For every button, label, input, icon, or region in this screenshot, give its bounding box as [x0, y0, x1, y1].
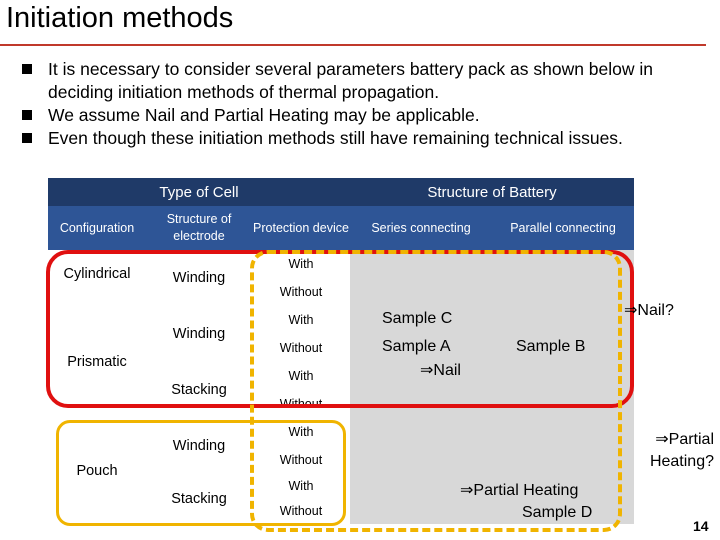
bullet-item: Even though these initiation methods sti… — [20, 127, 700, 150]
protection-with: With — [252, 250, 350, 278]
protection-with: With — [252, 306, 350, 334]
protection-with: With — [252, 474, 350, 499]
page-number: 14 — [693, 518, 709, 534]
col-electrode: Structure of electrode — [146, 206, 252, 250]
electrode-cylindrical-winding: Winding — [146, 250, 252, 306]
sample-d-label: Sample D — [522, 504, 593, 521]
slide-title: Initiation methods — [6, 2, 234, 34]
partial-heating-outline — [250, 250, 622, 532]
electrode-prismatic-stacking: Stacking — [146, 362, 252, 418]
header-type-of-cell: Type of Cell — [48, 178, 350, 206]
col-series: Series connecting — [350, 206, 492, 250]
bullet-text: It is necessary to consider several para… — [48, 59, 654, 102]
col-protection: Protection device — [252, 206, 350, 250]
sample-a-label: Sample A — [382, 338, 451, 355]
bullet-item: We assume Nail and Partial Heating may b… — [20, 104, 700, 127]
bullet-list: It is necessary to consider several para… — [20, 58, 700, 150]
protection-with: With — [252, 362, 350, 390]
nail-question-note: ⇒Nail? — [624, 302, 674, 319]
pouch-outline — [56, 420, 346, 526]
bullet-item: It is necessary to consider several para… — [20, 58, 700, 104]
electrode-pouch-stacking: Stacking — [146, 474, 252, 524]
electrode-prismatic-winding: Winding — [146, 306, 252, 362]
partial-heating-question-line1: ⇒Partial — [655, 431, 714, 448]
sample-c-label: Sample C — [382, 310, 453, 327]
protection-without: Without — [252, 446, 350, 474]
col-parallel: Parallel connecting — [492, 206, 634, 250]
bullet-square-icon — [22, 64, 32, 74]
sample-b-label: Sample B — [516, 338, 586, 355]
partial-heating-question-note: ⇒Partial Heating? — [628, 429, 714, 473]
partial-heating-question-line2: Heating? — [649, 453, 714, 470]
col-configuration: Configuration — [48, 206, 146, 250]
header-structure-of-battery: Structure of Battery — [350, 178, 634, 206]
partial-heating-method: ⇒Partial Heating — [460, 482, 579, 499]
config-pouch: Pouch — [48, 418, 146, 524]
electrode-pouch-winding: Winding — [146, 418, 252, 474]
title-rule — [0, 44, 706, 46]
bullet-square-icon — [22, 110, 32, 120]
protection-without: Without — [252, 334, 350, 362]
bullet-square-icon — [22, 133, 32, 143]
bullet-text: Even though these initiation methods sti… — [48, 128, 623, 148]
protection-without: Without — [252, 278, 350, 306]
sample-a-nail-method: ⇒Nail — [420, 362, 461, 379]
bullet-text: We assume Nail and Partial Heating may b… — [48, 105, 480, 125]
